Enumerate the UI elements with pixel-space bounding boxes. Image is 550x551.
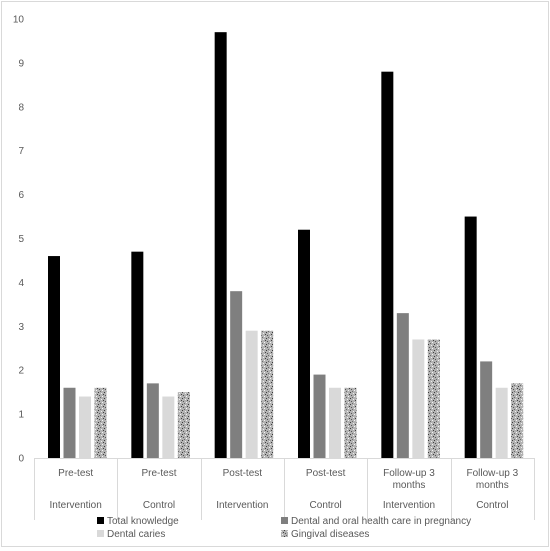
legend-label: Total knowledge <box>107 516 179 527</box>
bar-gingival-diseases <box>261 330 274 458</box>
bar-dental-caries <box>79 396 91 458</box>
bar-dental-caries <box>412 339 425 458</box>
y-tick-label: 10 <box>13 15 25 26</box>
y-tick-label: 3 <box>18 322 24 333</box>
legend-swatch <box>97 530 104 537</box>
bar-gingival-diseases <box>344 387 357 458</box>
bar-dental-and-oral-health-care-in-pregnancy <box>480 361 493 458</box>
y-tick-label: 9 <box>18 58 24 69</box>
legend-swatch <box>281 517 288 524</box>
bar-gingival-diseases <box>427 339 440 458</box>
y-tick-label: 1 <box>18 410 24 421</box>
group-label: Control <box>310 500 342 511</box>
legend-label: Dental caries <box>107 529 165 540</box>
bar-dental-caries <box>162 396 175 458</box>
bar-dental-and-oral-health-care-in-pregnancy <box>230 291 243 458</box>
bar-gingival-diseases <box>94 387 107 458</box>
category-label: Pre-test <box>141 468 176 479</box>
x-axis: Pre-test Intervention Pre-test Control Post-… <box>34 458 535 520</box>
y-tick-label: 8 <box>18 102 24 113</box>
legend-label: Gingival diseases <box>291 529 369 540</box>
category-label: Follow-up 3 <box>383 468 435 479</box>
y-tick-label: 5 <box>18 234 24 245</box>
bar-total-knowledge <box>381 71 394 459</box>
category-label: Follow-up 3 <box>466 468 518 479</box>
bar-dental-and-oral-health-care-in-pregnancy <box>146 383 159 458</box>
y-tick-label: 4 <box>18 278 24 289</box>
category-label: Post-test <box>306 468 346 479</box>
bar-total-knowledge <box>131 251 144 458</box>
group-label: Intervention <box>50 500 102 511</box>
category-label: months <box>476 480 509 491</box>
group-label: Intervention <box>383 500 435 511</box>
bar-dental-caries <box>245 330 258 458</box>
category-label: months <box>393 480 426 491</box>
y-tick-label: 7 <box>18 146 24 157</box>
bar-gingival-diseases <box>177 392 190 458</box>
y-tick-label: 0 <box>18 454 24 465</box>
bar-dental-caries <box>329 387 341 458</box>
bar-total-knowledge <box>464 216 477 458</box>
y-tick-label: 6 <box>18 190 24 201</box>
bar-total-knowledge <box>298 229 310 458</box>
bar-dental-and-oral-health-care-in-pregnancy <box>313 374 326 458</box>
bar-dental-and-oral-health-care-in-pregnancy <box>63 387 76 458</box>
bar-dental-and-oral-health-care-in-pregnancy <box>396 313 409 458</box>
group-label: Control <box>476 500 508 511</box>
legend-label: Dental and oral health care in pregnancy <box>291 516 471 527</box>
bar-gingival-diseases <box>511 383 524 458</box>
bar-dental-caries <box>495 387 508 458</box>
y-axis: 0 1 2 3 4 5 6 7 8 9 10 <box>13 15 25 465</box>
category-label: Post-test <box>223 468 263 479</box>
category-label: Pre-test <box>58 468 93 479</box>
bar-total-knowledge <box>48 256 60 458</box>
legend-swatch <box>97 517 104 524</box>
bar-total-knowledge <box>214 32 227 459</box>
bars <box>48 32 524 459</box>
legend-swatch <box>281 530 288 537</box>
legend: Total knowledge Dental and oral health ca… <box>97 516 471 540</box>
group-label: Intervention <box>216 500 268 511</box>
group-label: Control <box>143 500 175 511</box>
y-tick-label: 2 <box>18 366 24 377</box>
